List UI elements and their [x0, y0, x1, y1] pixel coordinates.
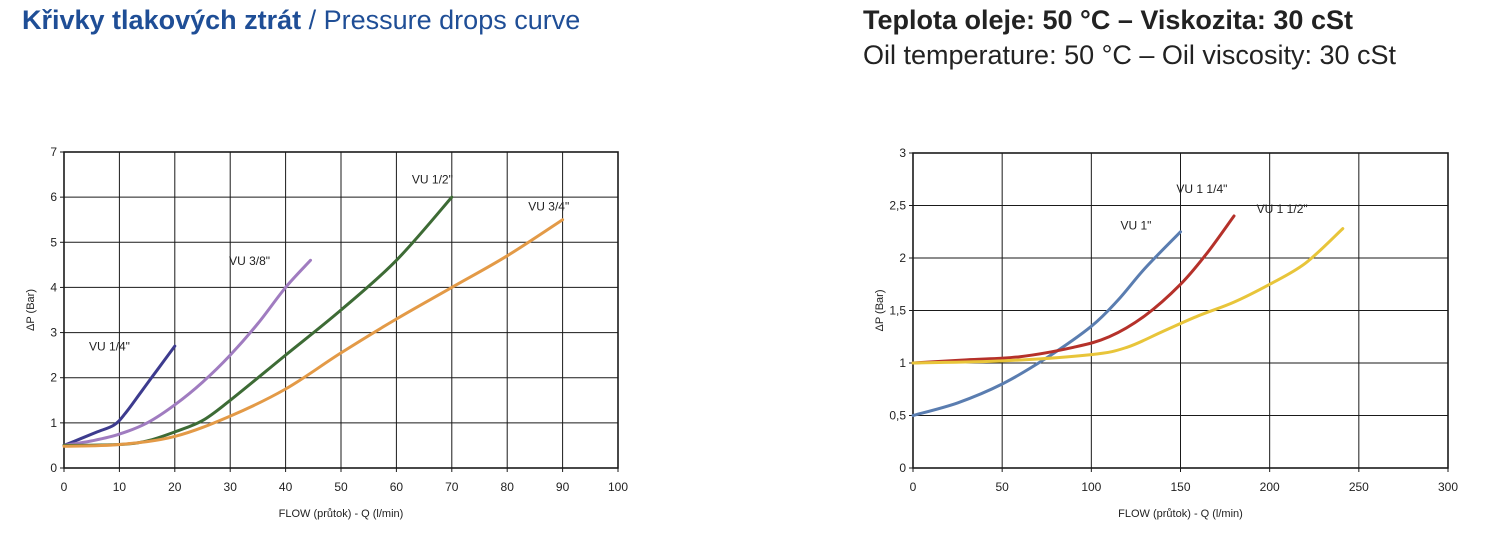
- y-tick-label: 2: [899, 251, 906, 265]
- series-label-vu-1-2: VU 1/2": [412, 173, 453, 187]
- page-title: Křivky tlakových ztrát / Pressure drops …: [22, 2, 580, 38]
- y-tick-label: 2: [50, 371, 57, 385]
- series-line-vu-3-4: [62, 218, 565, 448]
- x-tick-label: 100: [608, 480, 628, 494]
- y-tick-label: 1: [899, 356, 906, 370]
- y-tick-label: 1: [50, 416, 57, 430]
- y-tick-label: 1,5: [889, 304, 906, 318]
- x-tick-label: 50: [334, 480, 348, 494]
- series-label-vu-1-1-4: VU 1 1/4": [1176, 182, 1227, 196]
- oil-conditions-english: Oil temperature: 50 °C – Oil viscosity: …: [863, 40, 1396, 70]
- x-tick-label: 250: [1349, 480, 1369, 494]
- x-tick-label: 200: [1260, 480, 1280, 494]
- x-tick-label: 20: [168, 480, 182, 494]
- series-label-vu-3-8: VU 3/8": [229, 254, 270, 268]
- x-tick-label: 40: [279, 480, 293, 494]
- series-line-vu-1-1-4: [911, 214, 1236, 365]
- y-tick-label: 5: [50, 235, 57, 249]
- series-label-vu-1: VU 1": [1120, 219, 1151, 233]
- y-tick-label: 2,5: [889, 199, 906, 213]
- y-axis-title: ΔP (Bar): [874, 290, 886, 332]
- x-tick-label: 50: [995, 480, 1009, 494]
- x-tick-label: 10: [113, 480, 127, 494]
- x-tick-label: 300: [1438, 480, 1458, 494]
- series-label-vu-1-4: VU 1/4": [89, 340, 130, 354]
- x-tick-label: 100: [1081, 480, 1101, 494]
- series-label-vu-1-1-2: VU 1 1/2": [1257, 202, 1308, 216]
- y-tick-label: 0: [899, 461, 906, 475]
- series-line-vu-1-1-2: [911, 227, 1345, 365]
- y-axis-title: ΔP (Bar): [25, 289, 37, 331]
- x-tick-label: 90: [556, 480, 570, 494]
- y-tick-label: 3: [899, 146, 906, 160]
- x-tick-label: 0: [910, 480, 917, 494]
- oil-conditions-czech: Teplota oleje: 50 °C – Viskozita: 30 cSt: [863, 5, 1353, 35]
- series-line-vu-1: [911, 230, 1182, 417]
- title-english: / Pressure drops curve: [301, 5, 581, 35]
- x-axis-title: FLOW (průtok) - Q (l/min): [1118, 508, 1243, 520]
- y-tick-label: 3: [50, 326, 57, 340]
- x-tick-label: 0: [61, 480, 68, 494]
- x-axis-title: FLOW (průtok) - Q (l/min): [279, 508, 404, 520]
- y-tick-label: 7: [50, 145, 57, 159]
- y-tick-label: 6: [50, 190, 57, 204]
- oil-conditions: Teplota oleje: 50 °C – Viskozita: 30 cSt…: [863, 2, 1396, 72]
- y-tick-label: 4: [50, 280, 57, 294]
- series-label-vu-3-4: VU 3/4": [528, 200, 569, 214]
- x-tick-label: 60: [390, 480, 404, 494]
- title-czech: Křivky tlakových ztrát: [22, 5, 302, 35]
- series-line-vu-1-4: [62, 344, 177, 447]
- x-tick-label: 70: [445, 480, 459, 494]
- y-tick-label: 0,5: [889, 409, 906, 423]
- x-tick-label: 30: [224, 480, 238, 494]
- y-tick-label: 0: [50, 461, 57, 475]
- x-tick-label: 80: [501, 480, 515, 494]
- series-line-vu-3-8: [62, 258, 312, 447]
- x-tick-label: 150: [1170, 480, 1190, 494]
